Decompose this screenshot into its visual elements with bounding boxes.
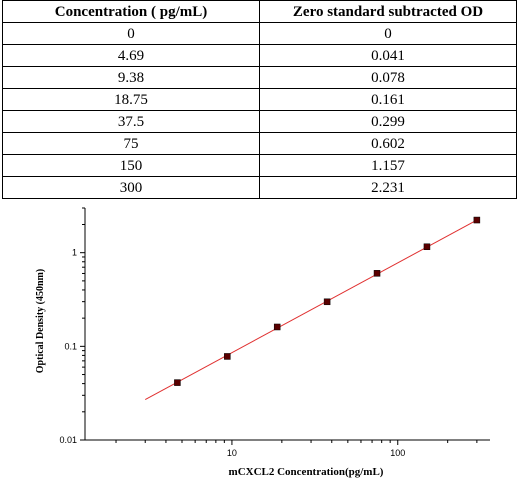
chart-axes xyxy=(84,208,490,441)
data-point xyxy=(373,270,381,277)
concentration-cell: 18.75 xyxy=(2,88,260,111)
x-tick-label: 10 xyxy=(227,448,237,458)
table-row: 75 0.602 xyxy=(2,132,517,155)
regression-line xyxy=(144,219,478,401)
chart-fit-line xyxy=(144,219,478,401)
data-point xyxy=(224,353,231,360)
x-axis-title: mCXCL2 Concentration(pg/mL) xyxy=(229,466,384,478)
y-tick-label: 1 xyxy=(72,248,77,258)
data-point xyxy=(473,216,481,224)
y-tick-label: 0.1 xyxy=(64,341,77,351)
chart-points xyxy=(174,216,481,386)
data-point xyxy=(273,323,281,331)
table-row: 18.75 0.161 xyxy=(2,88,517,111)
data-point xyxy=(323,298,331,306)
x-tick-label: 100 xyxy=(390,448,405,458)
standard-curve-table: Concentration ( pg/mL) Zero standard sub… xyxy=(2,0,517,199)
y-axis-title: Optical Density (450nm) xyxy=(35,269,46,373)
y-tick-label: 0.01 xyxy=(59,435,77,445)
od-cell: 2.231 xyxy=(259,176,517,199)
table-row: 300 2.231 xyxy=(2,176,517,199)
data-point xyxy=(174,379,181,386)
data-point xyxy=(423,243,431,251)
chart-ticks: 10 100 0.01 0.1 1 xyxy=(59,207,478,458)
